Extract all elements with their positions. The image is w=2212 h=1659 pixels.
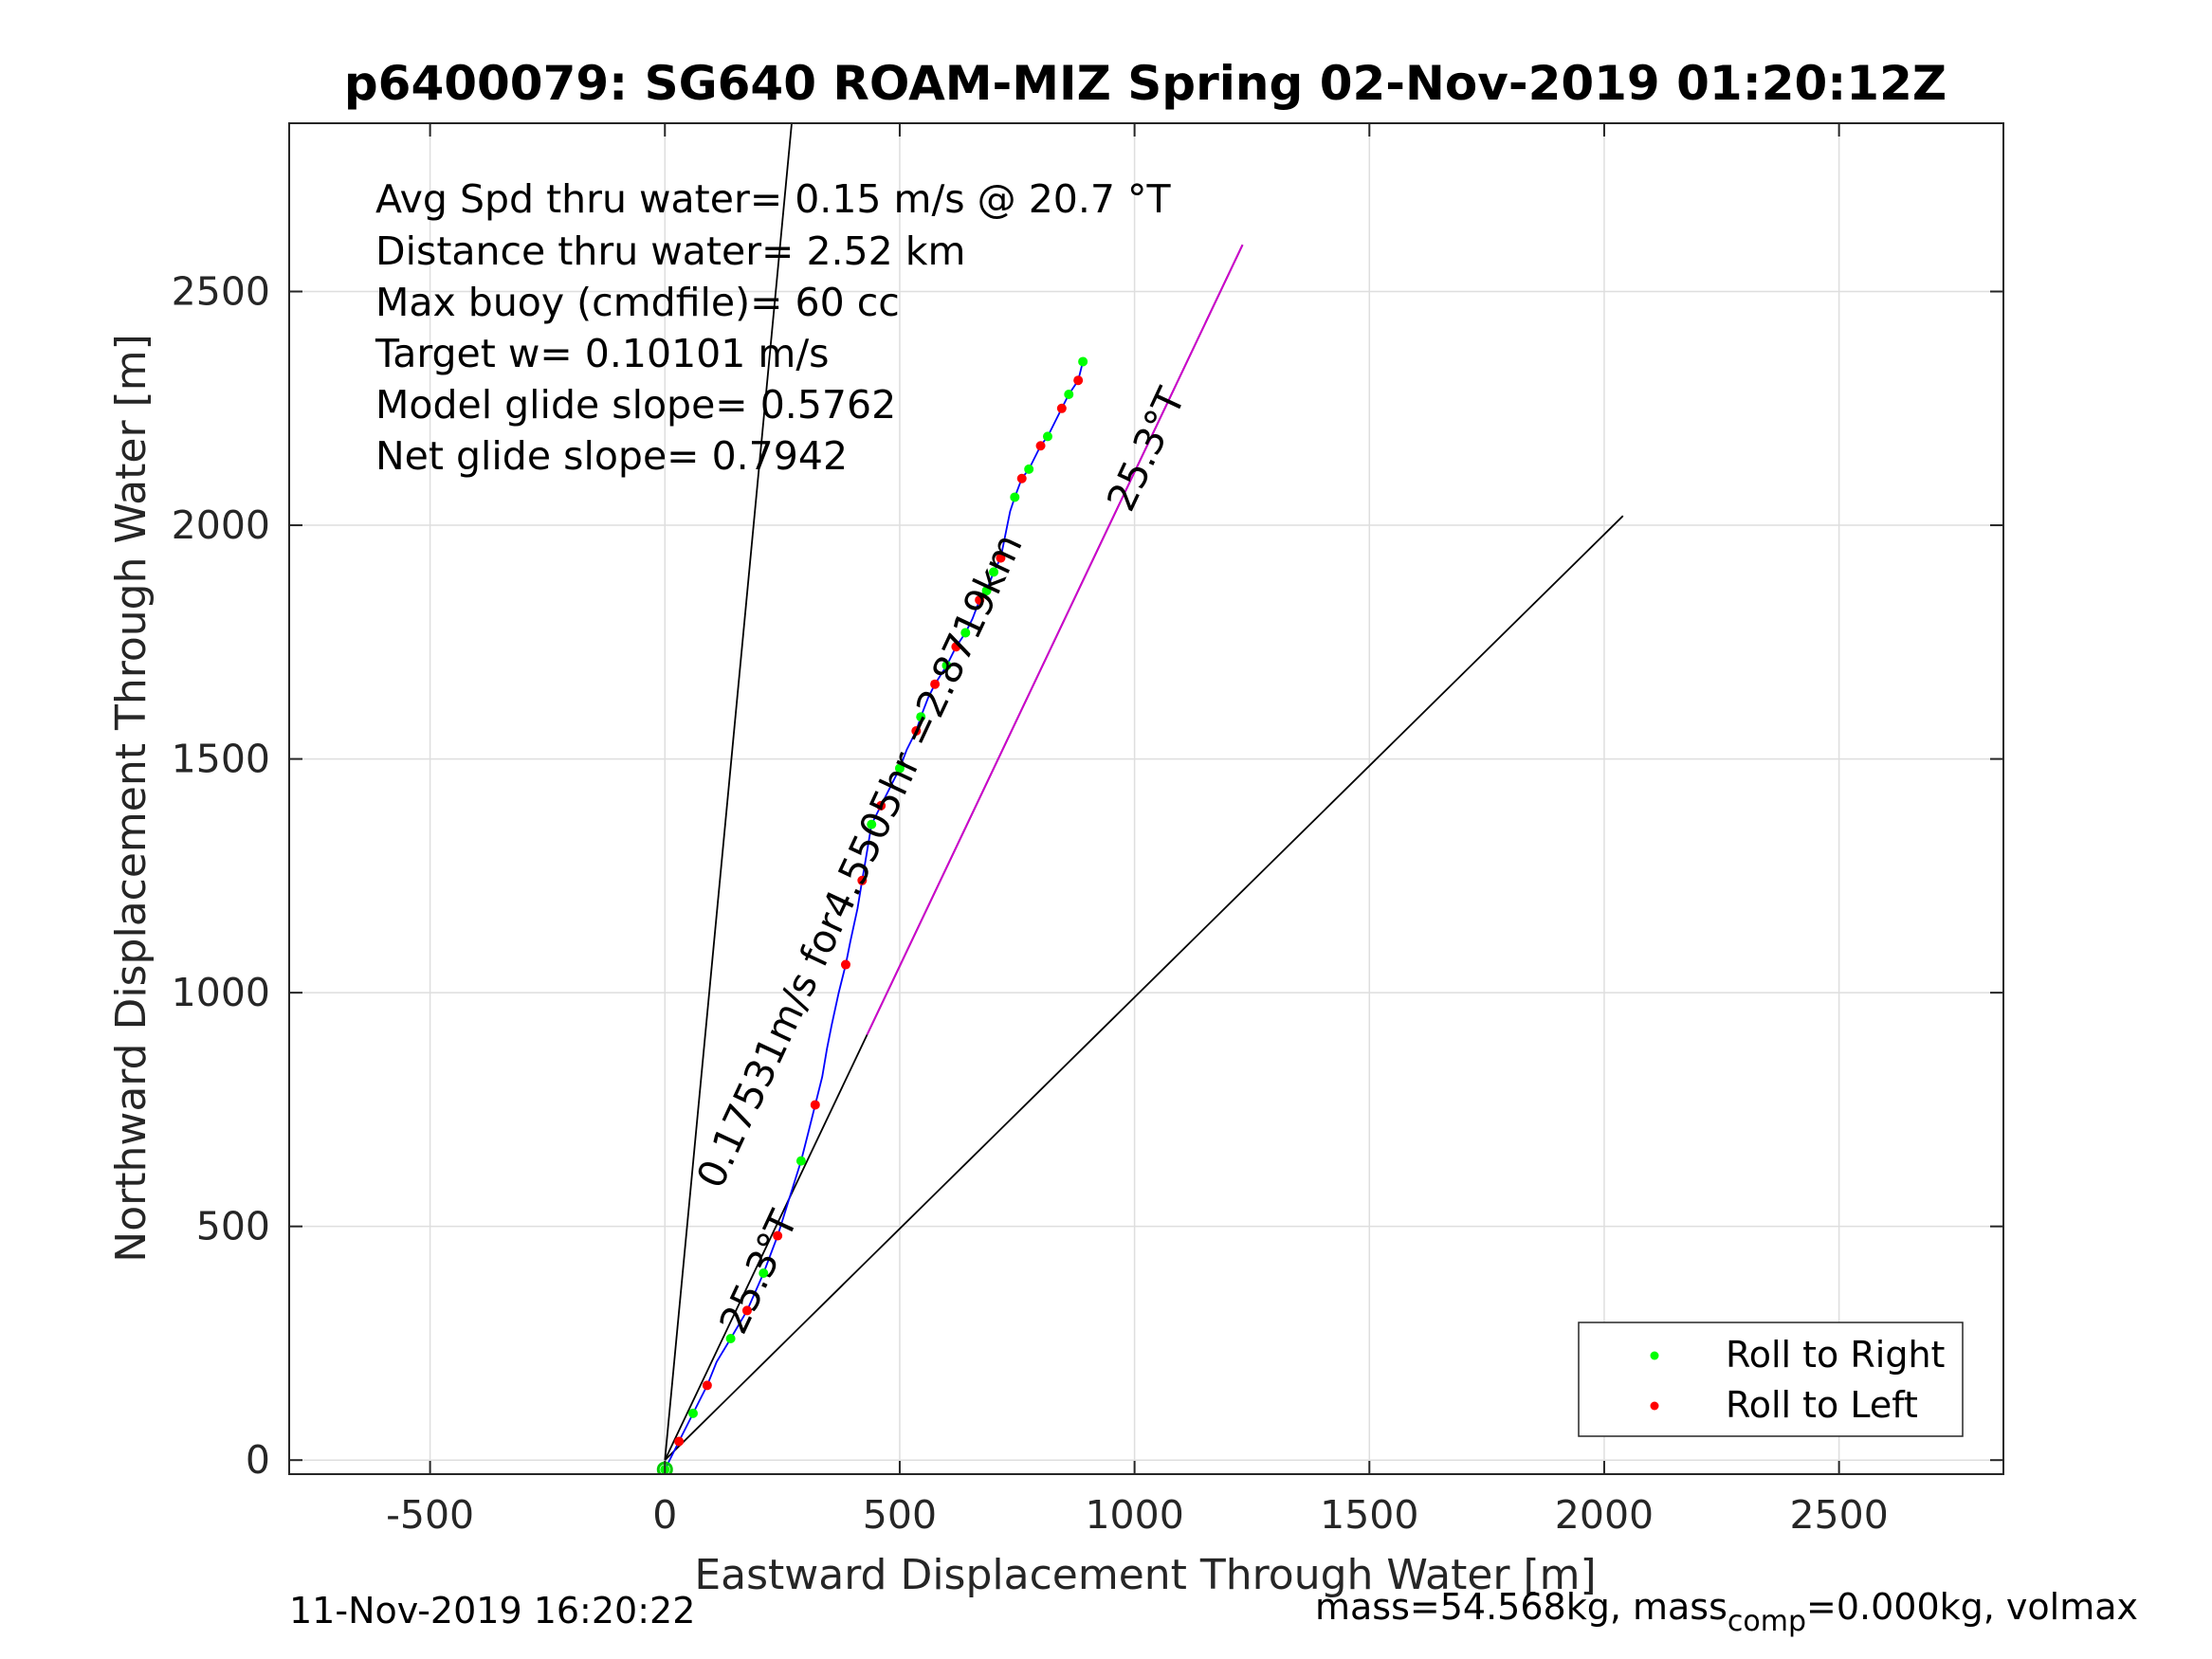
roll-left-point (996, 553, 1006, 563)
x-tick-label: 1000 (1085, 1492, 1183, 1538)
legend-box (1578, 1322, 1964, 1437)
axis-ticks: -500 0 500 1000 1500 2000 2500 0 500 1000 1500 2000… (172, 123, 2003, 1538)
roll-right-point (759, 1267, 769, 1278)
roll-right-point (795, 1156, 806, 1166)
info-target-w: Target w= 0.10101 m/s (375, 331, 830, 376)
legend-label-roll-left: Roll to Left (1726, 1384, 1918, 1426)
plot-area (289, 123, 2003, 1474)
roll-left-point (1056, 403, 1067, 413)
x-axis-label: Eastward Displacement Through Water [m] (694, 1551, 1596, 1599)
roll-left-point (674, 1436, 685, 1447)
y-tick-label: 500 (196, 1204, 270, 1249)
roll-left-point (1035, 441, 1046, 451)
legend-label-roll-right: Roll to Right (1726, 1334, 1945, 1376)
roll-left-point (876, 800, 887, 811)
reference-lines (664, 123, 1624, 1461)
roll-right-point (1078, 356, 1088, 367)
track-layer (656, 356, 1088, 1474)
y-tick-label: 1500 (172, 737, 270, 782)
footer-timestamp: 11-Nov-2019 16:20:22 (289, 1590, 695, 1632)
info-max-buoy: Max buoy (cmdfile)= 60 cc (375, 280, 900, 325)
roll-right-point (941, 660, 952, 670)
roll-right-point (981, 586, 992, 596)
x-tick-label: -500 (386, 1492, 474, 1538)
legend-marker-roll-left (1650, 1401, 1659, 1411)
roll-left-point (840, 959, 850, 970)
footer-mass-prefix: mass=54.568kg, mass (1315, 1586, 1728, 1628)
roll-right-point (1042, 431, 1052, 442)
y-tick-label: 2000 (172, 502, 270, 548)
roll-right-point (867, 819, 877, 830)
roll-left-point (741, 1305, 752, 1316)
roll-left-point (810, 1100, 820, 1110)
y-tick-label: 1000 (172, 970, 270, 1015)
roll-left-point (951, 642, 961, 652)
footer-mass: mass=54.568kg, masscomp=0.000kg, volmax (1315, 1586, 2138, 1638)
x-tick-label: 1500 (1320, 1492, 1418, 1538)
roll-right-point (894, 763, 905, 774)
roll-left-point (702, 1380, 712, 1391)
y-tick-label: 2500 (172, 269, 270, 315)
roll-right-point (1024, 464, 1034, 474)
heading-line (866, 244, 1244, 1035)
roll-left-point (911, 726, 922, 737)
y-tick-label: 0 (246, 1437, 270, 1483)
reference-line-2 (664, 515, 1624, 1461)
info-box: Avg Spd thru water= 0.15 m/s @ 20.7 °T D… (375, 176, 1172, 479)
info-net-glide: Net glide slope= 0.7942 (375, 433, 848, 479)
legend-marker-roll-right (1650, 1351, 1659, 1360)
roll-right-point (916, 712, 926, 722)
roll-right-point (725, 1334, 736, 1344)
info-avg-speed: Avg Spd thru water= 0.15 m/s @ 20.7 °T (375, 176, 1172, 222)
x-tick-label: 2000 (1555, 1492, 1654, 1538)
x-tick-label: 0 (652, 1492, 677, 1538)
chart-title: p6400079: SG640 ROAM-MIZ Spring 02-Nov-2… (344, 56, 1947, 111)
legend: Roll to Right Roll to Left (1578, 1322, 1964, 1437)
roll-left-point (773, 1231, 783, 1241)
x-tick-label: 500 (863, 1492, 937, 1538)
roll-right-point (960, 628, 971, 638)
roll-right-point (1010, 492, 1020, 502)
roll-right-point (687, 1408, 698, 1418)
reference-line-0 (664, 123, 793, 1461)
roll-left-point (857, 875, 868, 885)
roll-right-point (989, 567, 999, 577)
roll-left-point (1073, 375, 1084, 386)
info-distance: Distance thru water= 2.52 km (375, 228, 965, 274)
footer-mass-suffix: =0.000kg, volmax (1806, 1586, 2138, 1628)
info-model-glide: Model glide slope= 0.5762 (375, 382, 896, 428)
y-axis-label: Northward Displacement Through Water [m] (107, 334, 155, 1262)
plot-frame (288, 122, 2004, 1475)
roll-left-point (975, 594, 985, 605)
roll-right-point (1064, 389, 1074, 399)
roll-left-point (930, 679, 941, 689)
x-tick-label: 2500 (1789, 1492, 1888, 1538)
track-line (664, 361, 1084, 1470)
roll-left-point (1016, 473, 1027, 483)
grid-lines (289, 123, 2003, 1474)
footer-mass-sub: comp (1728, 1605, 1806, 1638)
